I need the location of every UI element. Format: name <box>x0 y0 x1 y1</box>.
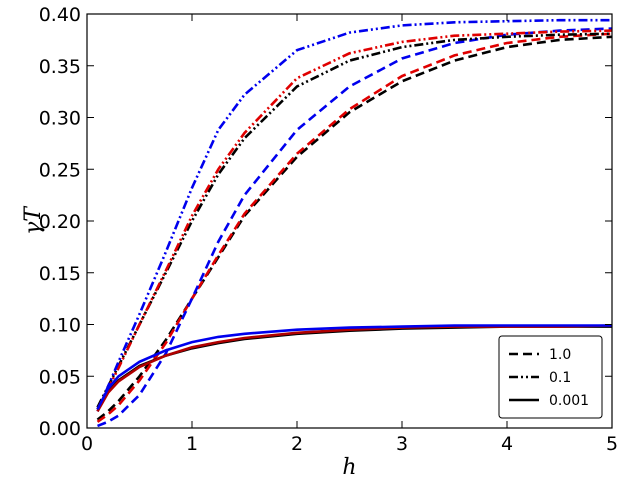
series-line-5 <box>96 29 613 410</box>
y-tick-label: 0.40 <box>39 4 81 26</box>
series-line-9 <box>96 324 612 410</box>
series-line-2 <box>96 32 613 423</box>
y-tick-label: 0.05 <box>39 366 81 388</box>
x-tick-label: 2 <box>291 433 303 455</box>
legend: 1.0 0.1 0.001 <box>498 335 603 419</box>
legend-label: 1.0 <box>549 347 571 363</box>
x-tick-label: 0 <box>81 433 93 455</box>
x-axis-label: h <box>342 455 356 480</box>
series-line-3 <box>97 27 613 428</box>
x-tick-label: 5 <box>606 433 618 455</box>
legend-label: 0.001 <box>549 393 589 409</box>
y-tick-label: 0.30 <box>39 108 81 130</box>
legend-label: 0.1 <box>549 370 571 386</box>
y-tick-label: 0.35 <box>39 56 81 78</box>
x-tick-label: 1 <box>186 433 198 455</box>
legend-box <box>498 335 603 419</box>
x-tick-label: 4 <box>501 433 513 455</box>
y-tick-label: 0.10 <box>39 315 81 337</box>
series-layer <box>96 18 613 428</box>
y-tick-label: 0.15 <box>39 263 81 285</box>
series-line-4 <box>96 32 613 408</box>
y-tick-label: 0.20 <box>39 211 81 233</box>
y-tick-label: 0.25 <box>39 159 81 181</box>
ticks-layer: 0 1 2 3 4 5 0.00 0.05 0.10 0.15 0.20 0.25 0.30 0.35 0.… <box>39 4 618 455</box>
x-tick-label: 3 <box>396 433 408 455</box>
series-line-6 <box>96 18 612 412</box>
y-axis-label: γT <box>21 205 46 235</box>
y-tick-label: 0.00 <box>39 418 81 440</box>
